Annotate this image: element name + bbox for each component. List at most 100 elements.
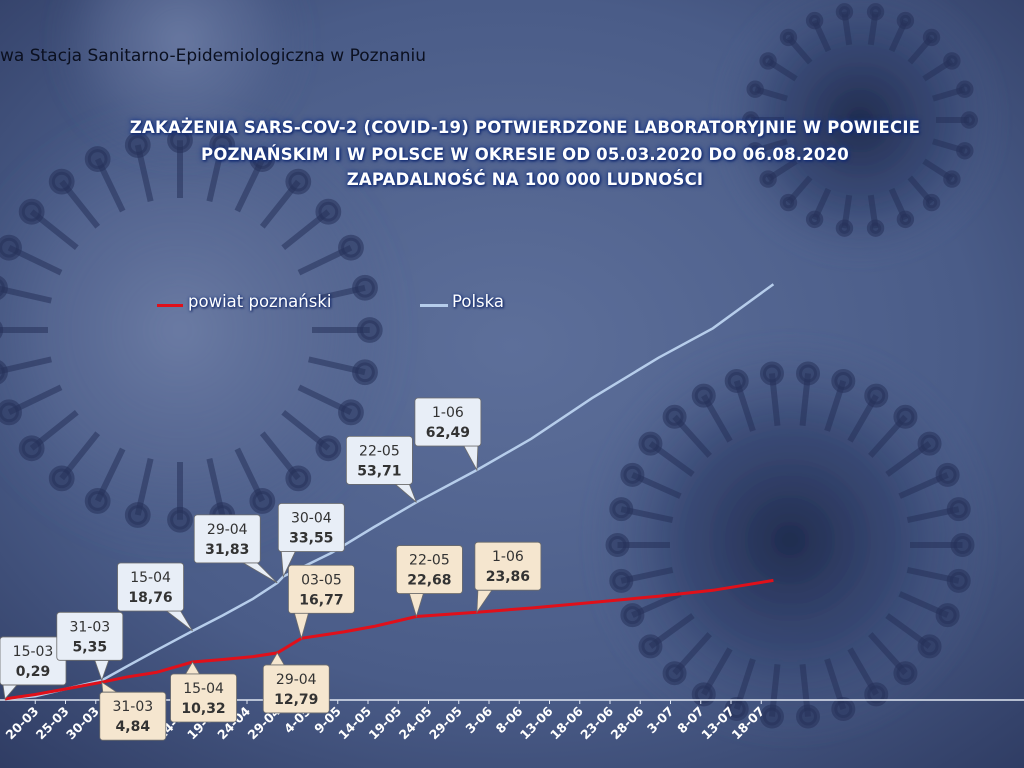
virus-spike-tip (917, 431, 942, 456)
callout-box (474, 541, 542, 591)
virus-spike-tip (48, 465, 75, 492)
callout-powiat-03-05: 03-05 16,77 (288, 564, 355, 640)
callout-value: 62,49 (426, 425, 470, 441)
virus-spike-tip (352, 274, 378, 301)
virus-spike-tip (922, 193, 941, 212)
virus-spike-tip (831, 368, 856, 393)
callout-box (262, 664, 330, 714)
callout-box (345, 435, 413, 485)
legend-label-powiat: powiat poznański (188, 292, 332, 311)
chart-title-line-2: POZNAŃSKIM I W POLSCE W OKRESIE OD 05.03… (201, 145, 849, 164)
virus-spike-tip (167, 127, 193, 154)
virus-spike-tip (759, 170, 777, 188)
callout-polska-1-06: 1-06 62,49 (414, 397, 482, 472)
x-tick-label: 13-07 (698, 704, 737, 743)
virus-spike-tip (893, 404, 918, 429)
callout-polska-31-03: 31-03 5,35 (56, 611, 124, 682)
virus-spike-tip (18, 435, 45, 462)
virus-spike-tip (893, 661, 918, 686)
series-line-polska (4, 283, 775, 701)
callout-value: 5,35 (73, 639, 108, 655)
chart-title-line-3: ZAPADALNOŚĆ NA 100 000 LUDNOŚCI (346, 170, 704, 189)
virus-spike-tip (620, 603, 645, 628)
callout-value: 0,29 (16, 664, 51, 680)
virus-spike-tip (896, 11, 915, 30)
virus-spike-tip (662, 661, 687, 686)
virus-spike-tip (922, 28, 941, 47)
virus-spike-tip (835, 3, 854, 21)
callout-value: 4,84 (116, 719, 151, 735)
callout-date: 29-04 (207, 522, 248, 538)
virus-spike-tip (338, 234, 364, 261)
callout-polska-29-04: 29-04 31,83 (193, 514, 278, 584)
virus-spike-tip (943, 52, 961, 70)
callout-date: 03-05 (301, 572, 342, 588)
virus-spike-tip (638, 431, 663, 456)
virus-spike-tip (662, 404, 687, 429)
callout-value: 33,55 (289, 531, 333, 547)
virus-spike-tip (209, 132, 236, 158)
x-tick-label: 23-06 (577, 703, 616, 742)
chart-title-line-1: ZAKAŻENIA SARS-COV-2 (COVID-19) POTWIERD… (129, 118, 921, 137)
virus-spike-tip (315, 435, 342, 462)
virus-spike-tip (759, 704, 784, 729)
virus-spike-tip (746, 142, 764, 160)
virus-spike-tip (352, 359, 378, 386)
virus-spike-tip (356, 317, 383, 343)
callout-date: 22-05 (359, 443, 400, 459)
callout-value: 10,32 (181, 701, 225, 717)
virus-spike-tip (285, 465, 312, 492)
legend-label-polska: Polska (452, 292, 505, 311)
x-tick-label: 3-06 (462, 703, 495, 736)
virus-spike-tip (84, 488, 111, 514)
virus-spike-tip (805, 210, 824, 229)
callout-powiat-1-06: 1-06 23,86 (474, 541, 542, 614)
callout-box (0, 636, 67, 686)
virus-spike-tip (249, 488, 276, 514)
virus-spike-tip (866, 219, 885, 237)
callout-date: 31-03 (69, 619, 110, 635)
virus-spike-tip (315, 198, 342, 225)
virus-spike-tip (950, 533, 975, 557)
organization-name: wa Stacja Sanitarno-Epidemiologiczna w P… (0, 46, 427, 66)
callout-pointer (293, 612, 309, 640)
callout-date: 22-05 (409, 553, 450, 569)
virus-spike-tip (935, 462, 960, 487)
virus-spike-tip (0, 399, 22, 426)
virus-spike-tip (0, 275, 8, 300)
callout-polska-15-04: 15-04 18,76 (117, 562, 193, 632)
callout-value: 53,71 (357, 463, 401, 479)
virus-spike-tip (960, 111, 978, 129)
virus-spike-tip (864, 383, 889, 408)
callout-value: 22,68 (407, 573, 451, 589)
callout-box (56, 611, 124, 661)
callout-box (170, 673, 237, 723)
x-tick-label: 24-05 (396, 704, 435, 743)
callout-date: 30-04 (291, 511, 332, 527)
callout-pointer (101, 681, 119, 693)
virus-spike-tip (956, 80, 974, 98)
callout-powiat-31-03: 31-03 4,84 (99, 681, 167, 741)
callout-box (99, 691, 167, 741)
virus-spike-tip (0, 234, 22, 261)
callout-pointer (463, 445, 479, 472)
x-tick-label: 25-03 (33, 704, 72, 743)
virus-spike-tip (956, 142, 974, 160)
virus-spike-tip (124, 132, 151, 158)
x-tick-label: 13-06 (517, 703, 556, 742)
callout-pointer (476, 589, 493, 614)
x-tick-label: 3-07 (644, 704, 677, 737)
virus-spike-tip (896, 210, 915, 229)
virus-spike-tip (746, 80, 764, 98)
callout-powiat-15-04: 15-04 10,32 (170, 661, 237, 723)
x-tick-label: 19-05 (365, 704, 404, 743)
legend-swatch-polska (420, 304, 448, 307)
virus-spike-tip (249, 146, 276, 172)
virus-spike-tip (0, 360, 8, 385)
callout-value: 18,76 (128, 590, 172, 606)
callout-polska-15-03: 15-03 0,29 (0, 636, 67, 700)
x-tick-label: 20-03 (2, 704, 41, 743)
callout-box (414, 397, 482, 447)
virus-spike-tip (167, 506, 193, 533)
virus-spike-tip (779, 193, 798, 212)
